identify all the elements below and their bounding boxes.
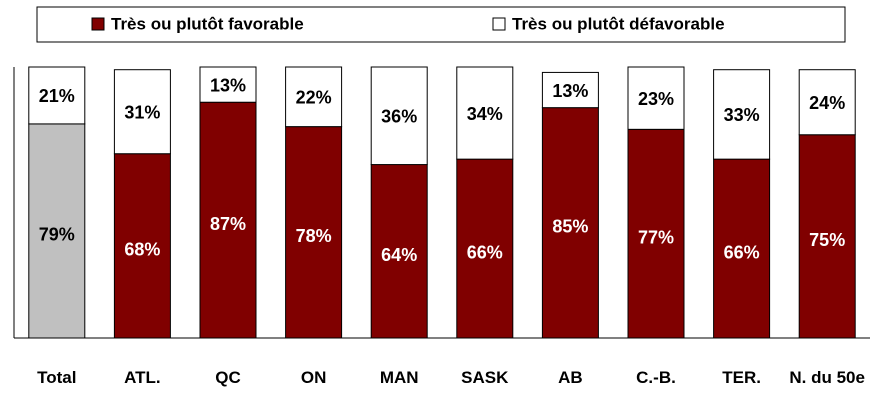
- data-label: 31%: [124, 102, 160, 122]
- x-tick-label: C.-B.: [636, 368, 676, 387]
- bar-segment: [370, 164, 428, 339]
- bar-segment: [285, 126, 343, 339]
- bar-segment: [113, 69, 171, 155]
- x-tick-label: ATL.: [124, 368, 161, 387]
- x-tick-label: Total: [37, 368, 77, 387]
- data-label: 34%: [467, 104, 503, 124]
- bar-segment: [798, 134, 856, 339]
- x-tick-label: TER.: [722, 368, 761, 387]
- legend-swatch: [91, 17, 105, 31]
- data-label: 78%: [296, 226, 332, 246]
- data-label: 66%: [724, 242, 760, 262]
- data-label: 13%: [210, 75, 246, 95]
- bar-segment: [627, 128, 685, 339]
- bar-segment: [285, 66, 343, 128]
- data-label: 79%: [39, 225, 75, 245]
- data-label: 22%: [296, 88, 332, 108]
- data-label: 21%: [39, 86, 75, 106]
- x-tick-label: N. du 50e: [789, 368, 865, 387]
- x-tick-label: QC: [215, 368, 241, 387]
- data-label: 23%: [638, 89, 674, 109]
- bar-segment: [370, 66, 428, 166]
- data-label: 33%: [724, 105, 760, 125]
- bar-segment: [199, 66, 257, 103]
- x-tick-label: SASK: [461, 368, 509, 387]
- x-tick-label: MAN: [379, 368, 419, 387]
- legend-label: Très ou plutôt favorable: [111, 14, 304, 33]
- data-label: 66%: [467, 242, 503, 262]
- data-label: 85%: [552, 217, 588, 237]
- bar-segment: [199, 101, 257, 339]
- bar-segment: [627, 66, 685, 130]
- bar-segment: [456, 158, 514, 339]
- bar-segment: [713, 158, 771, 339]
- bar-segment: [713, 69, 771, 160]
- data-label: 75%: [809, 230, 845, 250]
- bar-segment: [28, 123, 86, 339]
- data-label: 24%: [809, 93, 845, 113]
- x-tick-label: AB: [558, 368, 583, 387]
- legend-box: [36, 6, 846, 43]
- data-label: 36%: [381, 107, 417, 127]
- data-label: 68%: [124, 240, 160, 260]
- x-tick-label: ON: [300, 368, 327, 387]
- bar-segment: [28, 66, 86, 125]
- bar-segment: [798, 69, 856, 136]
- data-label: 87%: [210, 214, 246, 234]
- legend-swatch: [492, 17, 506, 31]
- legend-label: Très ou plutôt défavorable: [512, 14, 725, 33]
- bar-segment: [541, 71, 599, 109]
- data-label: 64%: [381, 245, 417, 265]
- bar-segment: [456, 66, 514, 160]
- data-label: 77%: [638, 227, 674, 247]
- data-label: 13%: [552, 81, 588, 101]
- bar-segment: [113, 153, 171, 339]
